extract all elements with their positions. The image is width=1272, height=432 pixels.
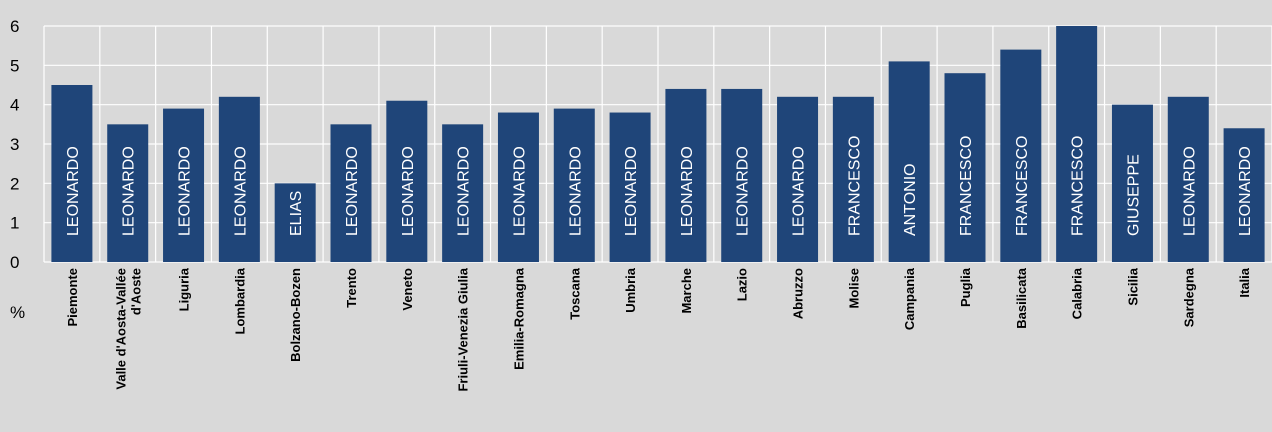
bar-label: LEONARDO — [567, 146, 584, 236]
bar-label: LEONARDO — [679, 146, 696, 236]
bars — [51, 26, 1265, 263]
x-tick-label: Sicilia — [1125, 267, 1140, 305]
bar — [1223, 128, 1265, 262]
bar — [107, 124, 149, 262]
x-tick-label: Piemonte — [65, 268, 80, 327]
bar — [777, 96, 819, 262]
bar — [665, 88, 707, 262]
y-tick-label: 2 — [10, 174, 19, 193]
bar-label: LEONARDO — [456, 146, 473, 236]
bar-label: ANTONIO — [902, 163, 919, 236]
x-tick-label: Basilicata — [1014, 267, 1029, 328]
bar — [1056, 26, 1098, 262]
bar-label: LEONARDO — [791, 146, 808, 236]
y-tick-label: 1 — [10, 214, 19, 233]
x-tick-label: Trento — [344, 268, 359, 308]
bar-label: LEONARDO — [511, 146, 528, 236]
x-tick-label: Veneto — [400, 268, 415, 311]
x-tick-label: Toscana — [567, 267, 582, 320]
x-tick-label: Bolzano-Bozen — [288, 268, 303, 362]
bar — [1111, 104, 1153, 263]
bar-label: LEONARDO — [735, 146, 752, 236]
bar — [1167, 96, 1209, 262]
x-tick-label: Sardegna — [1181, 267, 1196, 327]
x-axis-ticks: Piemonte Valle d'Aosta-Valléed'Aoste Ligur… — [65, 267, 1252, 391]
y-axis-ticks: 0 1 2 3 4 5 6 — [10, 17, 19, 272]
bar-label: LEONARDO — [121, 146, 138, 236]
bar-label: FRANCESCO — [846, 136, 863, 236]
y-tick-label: 4 — [10, 96, 19, 115]
y-tick-label: 0 — [10, 253, 19, 272]
x-tick-label: Molise — [846, 268, 861, 308]
x-tick-label: Valle d'Aosta-Valléed'Aoste — [114, 268, 144, 390]
bar-label: LEONARDO — [177, 146, 194, 236]
gridlines — [43, 25, 1272, 263]
bar — [497, 112, 539, 263]
bar-label: LEONARDO — [232, 146, 249, 236]
bar-label: LEONARDO — [400, 146, 417, 236]
y-tick-label: 6 — [10, 17, 19, 36]
bar — [386, 100, 428, 262]
bar — [944, 73, 986, 262]
x-tick-label: Emilia-Romagna — [511, 267, 526, 370]
bar — [721, 88, 763, 262]
bar-label: LEONARDO — [65, 146, 82, 236]
bar — [274, 183, 316, 262]
y-tick-label: 3 — [10, 135, 19, 154]
x-tick-label: Calabria — [1070, 267, 1085, 319]
bar — [218, 96, 260, 262]
bar — [888, 61, 930, 263]
bar-label: LEONARDO — [623, 146, 640, 236]
bar — [609, 112, 651, 263]
x-tick-label: Friuli-Venezia Giulia — [456, 267, 471, 391]
bar-label: LEONARDO — [1237, 146, 1254, 236]
y-tick-label: 5 — [10, 56, 19, 75]
x-tick-label: Marche — [679, 268, 694, 314]
x-tick-label: Abruzzo — [791, 268, 806, 319]
bar-label: ELIAS — [288, 191, 305, 236]
bar-label: GIUSEPPE — [1125, 154, 1142, 236]
bar — [330, 124, 372, 262]
x-tick-label: Italia — [1237, 267, 1252, 297]
bar-label: LEONARDO — [1181, 146, 1198, 236]
bar — [1000, 49, 1042, 262]
bar-labels: LEONARDO LEONARDO LEONARDO LEONARDO ELIAS LEO… — [65, 136, 1254, 236]
bar-label: LEONARDO — [344, 146, 361, 236]
bar-label: FRANCESCO — [958, 136, 975, 236]
bar-label: FRANCESCO — [1070, 136, 1087, 236]
x-tick-label: Lazio — [735, 268, 750, 301]
bar — [442, 124, 484, 262]
bar — [553, 108, 595, 262]
bar — [51, 85, 93, 262]
x-tick-label: Puglia — [958, 267, 973, 307]
bar-label: FRANCESCO — [1014, 136, 1031, 236]
bar — [163, 108, 205, 262]
x-tick-label: Lombardia — [232, 267, 247, 334]
x-tick-label: Campania — [902, 267, 917, 330]
x-tick-label: Umbria — [623, 267, 638, 313]
bar — [832, 96, 874, 262]
x-tick-label: Liguria — [177, 267, 192, 311]
y-axis-unit: % — [10, 303, 25, 322]
